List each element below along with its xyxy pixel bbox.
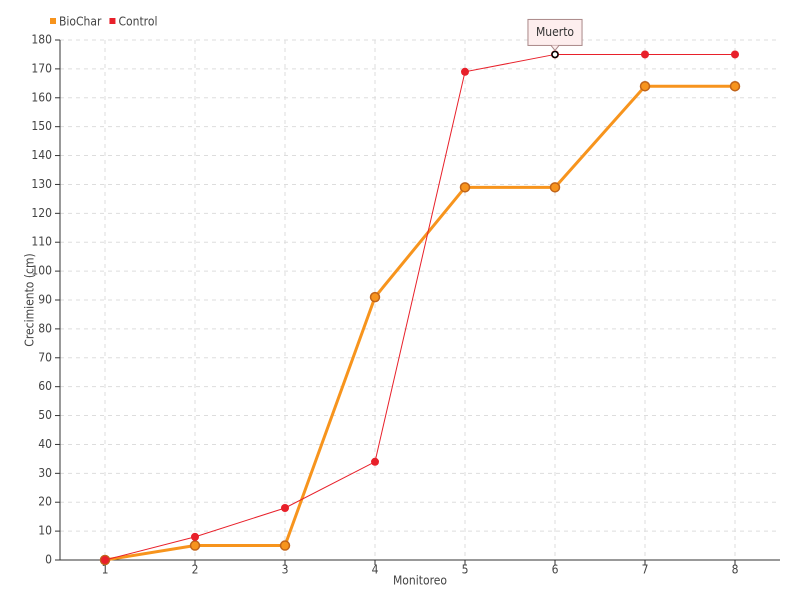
data-point (549, 182, 561, 193)
y-tick-label: 70 (38, 350, 52, 364)
y-tick-label: 140 (31, 148, 52, 162)
y-tick-label: 180 (31, 33, 52, 47)
data-point (369, 291, 381, 303)
y-tick-label: 110 (31, 235, 52, 249)
data-point (731, 50, 739, 59)
y-tick-label: 120 (31, 206, 52, 220)
data-point (371, 457, 379, 466)
y-tick-label: 130 (31, 177, 52, 191)
legend-swatch (50, 18, 56, 24)
y-tick-label: 80 (38, 321, 52, 335)
y-tick-label: 160 (31, 90, 52, 104)
y-tick-label: 100 (31, 264, 52, 278)
x-axis-label: Monitoreo (393, 574, 447, 588)
annotation: Muerto (527, 18, 583, 52)
data-point (459, 182, 471, 193)
series-line (104, 53, 735, 561)
y-tick-label: 40 (38, 437, 52, 451)
y-tick-label: 10 (38, 524, 52, 538)
data-point (461, 67, 469, 76)
x-tick-label: 2 (192, 563, 199, 577)
x-tick-label: 8 (732, 563, 739, 577)
y-tick-label: 170 (31, 61, 52, 75)
data-point (729, 80, 741, 92)
data-point (279, 540, 291, 551)
x-tick-label: 5 (462, 563, 469, 577)
data-point (281, 504, 289, 512)
data-point (641, 50, 649, 59)
series-line (104, 84, 735, 562)
annotation-pointer (550, 45, 560, 52)
y-tick-label: 90 (38, 293, 52, 307)
data-point (191, 532, 199, 541)
y-tick-label: 30 (38, 466, 52, 480)
data-point (639, 80, 651, 92)
data-point (189, 540, 201, 551)
annotation-point (551, 50, 559, 59)
x-tick-label: 1 (102, 563, 109, 577)
x-tick-label: 7 (642, 563, 649, 577)
x-tick-label: 3 (282, 563, 289, 577)
y-tick-label: 50 (38, 408, 52, 422)
y-tick-label: 150 (31, 119, 52, 133)
y-tick-label: 60 (38, 379, 52, 393)
y-tick-label: 0 (45, 553, 52, 567)
x-tick-label: 4 (372, 563, 379, 577)
data-point (101, 556, 109, 564)
legend-label: Control (118, 15, 157, 29)
y-tick-label: 20 (38, 495, 52, 509)
x-tick-label: 6 (552, 563, 559, 577)
legend-label: BioChar (59, 15, 102, 29)
y-axis-label: Crecimiento (cm) (23, 253, 37, 346)
legend-swatch (109, 18, 116, 24)
annotation-text: Muerto (536, 25, 574, 39)
